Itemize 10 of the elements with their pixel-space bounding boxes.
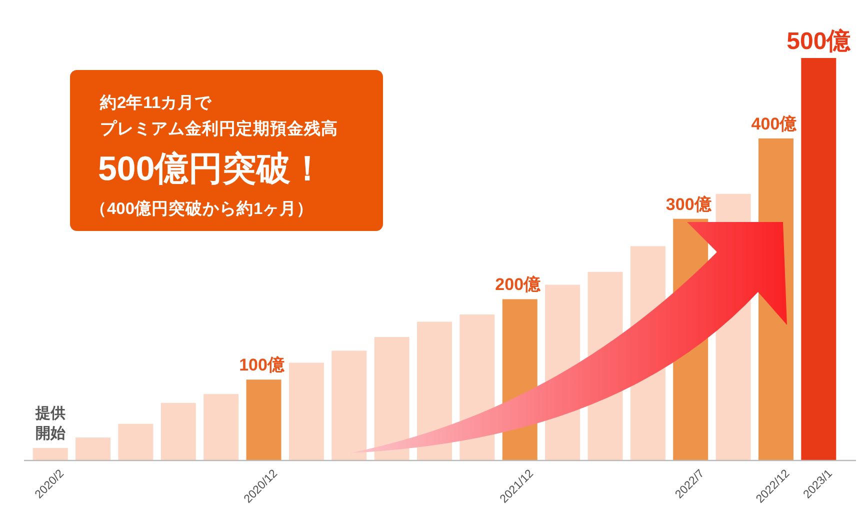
text: 500億円突破！ xyxy=(98,150,325,188)
annotation: 約2年11カ月で xyxy=(99,93,213,112)
annotation: 提供開始 xyxy=(34,404,66,442)
data-label: 200億 xyxy=(495,275,542,294)
data-label: 300億 xyxy=(666,194,712,214)
data-label: 500億 xyxy=(786,28,852,55)
data-label: 100億 xyxy=(239,356,286,375)
text: （400億円突破から約1ヶ月） xyxy=(90,199,314,218)
annotation: プレミアム金利円定期預金残高 xyxy=(100,119,338,138)
data-label: 400億 xyxy=(751,114,798,134)
